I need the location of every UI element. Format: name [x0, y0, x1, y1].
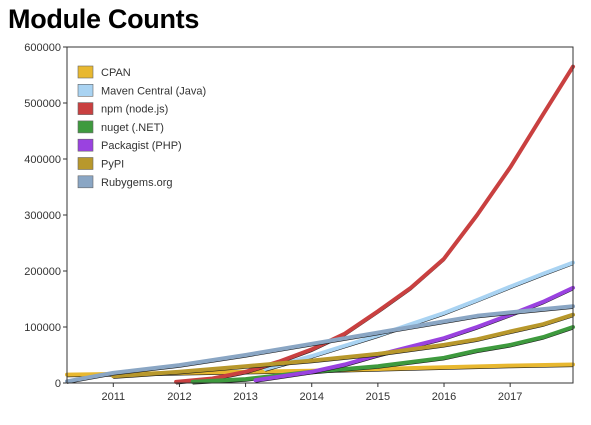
series-line — [253, 285, 575, 383]
x-tick-label: 2015 — [366, 391, 390, 403]
legend-swatch — [77, 120, 94, 134]
series-rubygems-org — [65, 304, 575, 384]
legend-label: Rubygems.org — [101, 177, 173, 189]
y-tick-label: 500000 — [24, 98, 61, 110]
x-tick-label: 2016 — [432, 391, 456, 403]
legend: CPAN Maven Central (Java) npm (node.js) nug… — [74, 61, 214, 198]
legend-label: npm (node.js) — [101, 104, 168, 116]
page-title: Module Counts — [8, 4, 200, 34]
legend-swatch — [77, 138, 94, 152]
legend-label: Packagist (PHP) — [101, 140, 182, 152]
series-line — [263, 260, 575, 371]
legend-swatch — [77, 84, 94, 97]
y-tick-label: 100000 — [24, 322, 61, 334]
legend-swatch — [77, 175, 94, 189]
series-maven-central-java — [263, 260, 575, 372]
y-tick-label: 200000 — [24, 266, 61, 278]
legend-label: CPAN — [101, 67, 131, 79]
y-tick-label: 0 — [55, 378, 61, 390]
y-tick-label: 400000 — [24, 154, 61, 166]
series-pypi — [111, 312, 575, 379]
legend-label: PyPI — [101, 159, 124, 171]
x-tick-label: 2017 — [498, 391, 522, 403]
legend-item: Packagist (PHP) — [77, 138, 182, 152]
legend-item: nuget (.NET) — [77, 120, 164, 134]
series-npm-node-js — [174, 64, 575, 385]
x-tick-label: 2011 — [101, 391, 125, 403]
series-line — [111, 312, 575, 379]
legend-item: npm (node.js) — [77, 102, 168, 116]
legend-item: PyPI — [77, 157, 124, 171]
x-tick-label: 2012 — [167, 391, 191, 403]
legend-swatch — [77, 157, 94, 170]
x-tick-label: 2013 — [233, 391, 257, 403]
series-line — [174, 64, 575, 384]
legend-swatch — [77, 102, 94, 115]
y-tick-label: 600000 — [24, 42, 61, 54]
axes: 0 100000 200000 300000 400000 500000 600000 201… — [24, 42, 574, 403]
legend-label: nuget (.NET) — [101, 122, 164, 134]
x-tick-label: 2014 — [299, 391, 323, 403]
legend-label: Maven Central (Java) — [101, 85, 206, 97]
legend-box — [74, 61, 214, 198]
legend-item: CPAN — [77, 65, 131, 79]
legend-item: Rubygems.org — [77, 175, 173, 189]
y-tick-label: 300000 — [24, 210, 61, 222]
series-layer — [65, 64, 575, 385]
legend-swatch — [77, 65, 94, 79]
legend-item: Maven Central (Java) — [77, 84, 206, 97]
series-line — [65, 304, 575, 384]
